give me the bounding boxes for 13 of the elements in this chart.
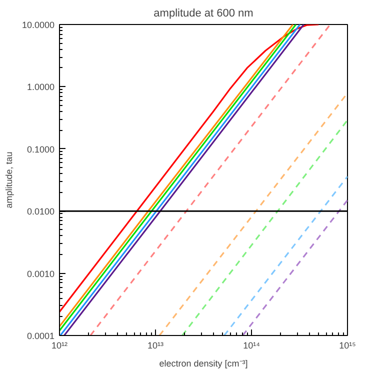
- y-tick-label: 0.0100: [26, 206, 55, 217]
- y-tick-label: 1.0000: [26, 82, 55, 92]
- x-tick-label: 10¹⁴: [243, 340, 260, 350]
- y-tick-label: 0.0001: [26, 331, 55, 341]
- y-axis-title: amplitude, tau: [4, 152, 14, 208]
- y-tick-label: 10.0000: [22, 20, 55, 30]
- x-tick-label: 10¹⁵: [339, 340, 356, 350]
- chart-title: amplitude at 600 nm: [154, 8, 254, 20]
- x-tick-label: 10¹²: [52, 340, 68, 350]
- x-tick-label: 10¹³: [148, 340, 164, 350]
- y-tick-label: 0.1000: [26, 144, 55, 154]
- y-tick-label: 0.0010: [26, 268, 55, 279]
- x-axis-title: electron density [cm⁻³]: [159, 358, 248, 368]
